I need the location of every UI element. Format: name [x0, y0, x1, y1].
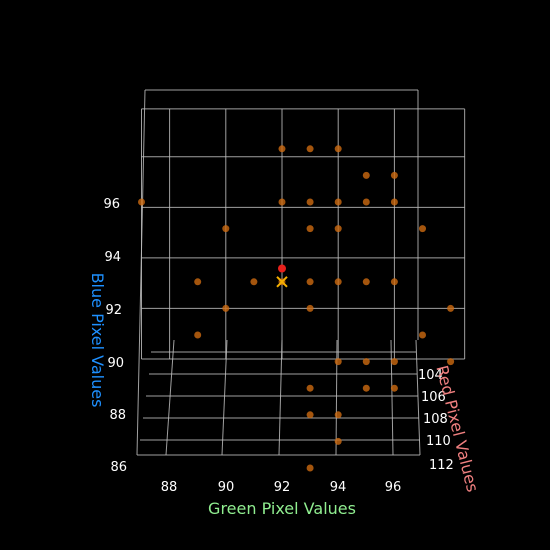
data-point-31 — [390, 384, 398, 392]
tick-labels: 88 90 92 94 96 86 88 90 92 94 96 104 106 108 110 112 — [103, 197, 453, 495]
marker-x — [276, 276, 288, 288]
data-point-16 — [194, 278, 202, 286]
z-tick-label: 88 — [109, 408, 126, 423]
grid-line-floor-3 — [335, 339, 338, 456]
y-tick-label: 104 — [418, 368, 443, 383]
grid-line-floor-1 — [221, 339, 228, 456]
data-point-35 — [306, 464, 314, 472]
z-tick-label: 92 — [105, 303, 122, 318]
data-point-32 — [306, 411, 314, 419]
data-point-7 — [306, 198, 314, 206]
data-point-4 — [390, 171, 398, 179]
grid-line-floor-4 — [390, 339, 394, 456]
x-tick-label: 96 — [385, 480, 402, 495]
data-point-34 — [334, 437, 342, 445]
data-point-21 — [390, 278, 398, 286]
data-point-19 — [334, 278, 342, 286]
data-point-8 — [334, 198, 342, 206]
data-point-10 — [390, 198, 398, 206]
data-point-15 — [250, 278, 258, 286]
y-axis-title: Red Pixel Values — [432, 363, 482, 494]
data-point-30 — [362, 384, 370, 392]
z-tick-label: 96 — [103, 197, 120, 212]
z-tick-label: 90 — [107, 356, 124, 371]
data-point-5 — [138, 198, 145, 206]
data-point-13 — [334, 225, 342, 233]
data-point-29 — [306, 384, 314, 392]
x-tick-label: 88 — [161, 480, 178, 495]
data-point-26 — [334, 358, 342, 366]
grid-line-floor-0 — [165, 339, 175, 456]
x-tick-label: 92 — [274, 480, 291, 495]
z-axis-title: Blue Pixel Values — [88, 273, 107, 408]
x-tick-label: 94 — [330, 480, 347, 495]
z-tick-label: 94 — [104, 250, 121, 265]
grid-line-floor-5 — [415, 339, 421, 456]
data-point-6 — [278, 198, 286, 206]
highlight-markers — [276, 264, 288, 288]
data-point-28 — [390, 358, 398, 366]
data-point-2 — [334, 145, 342, 153]
y-tick-label: 106 — [421, 390, 446, 405]
data-point-0 — [278, 145, 286, 153]
y-tick-label: 108 — [423, 412, 448, 427]
data-point-22 — [222, 304, 230, 312]
data-point-9 — [362, 198, 370, 206]
data-point-24 — [194, 331, 202, 339]
data-points — [138, 145, 455, 472]
data-point-14 — [419, 225, 426, 233]
marker-dot — [278, 264, 286, 273]
data-point-11 — [222, 225, 230, 233]
x-tick-label: 90 — [218, 480, 235, 495]
y-tick-label: 112 — [429, 458, 454, 473]
data-point-12 — [306, 225, 314, 233]
data-point-20 — [362, 278, 370, 286]
data-point-33 — [334, 411, 342, 419]
data-point-3 — [362, 171, 370, 179]
data-point-27 — [362, 358, 370, 366]
y-tick-label: 110 — [426, 434, 451, 449]
data-point-25 — [419, 331, 426, 339]
data-point-37 — [447, 358, 455, 366]
z-tick-label: 86 — [110, 460, 127, 475]
grid-line-floor-2 — [278, 339, 283, 456]
axis-edge-left — [136, 89, 146, 456]
data-point-36 — [447, 304, 455, 312]
data-point-23 — [306, 304, 314, 312]
x-axis-title: Green Pixel Values — [208, 499, 356, 518]
data-point-1 — [306, 145, 314, 153]
data-point-18 — [306, 278, 314, 286]
grid-lines — [136, 89, 466, 456]
